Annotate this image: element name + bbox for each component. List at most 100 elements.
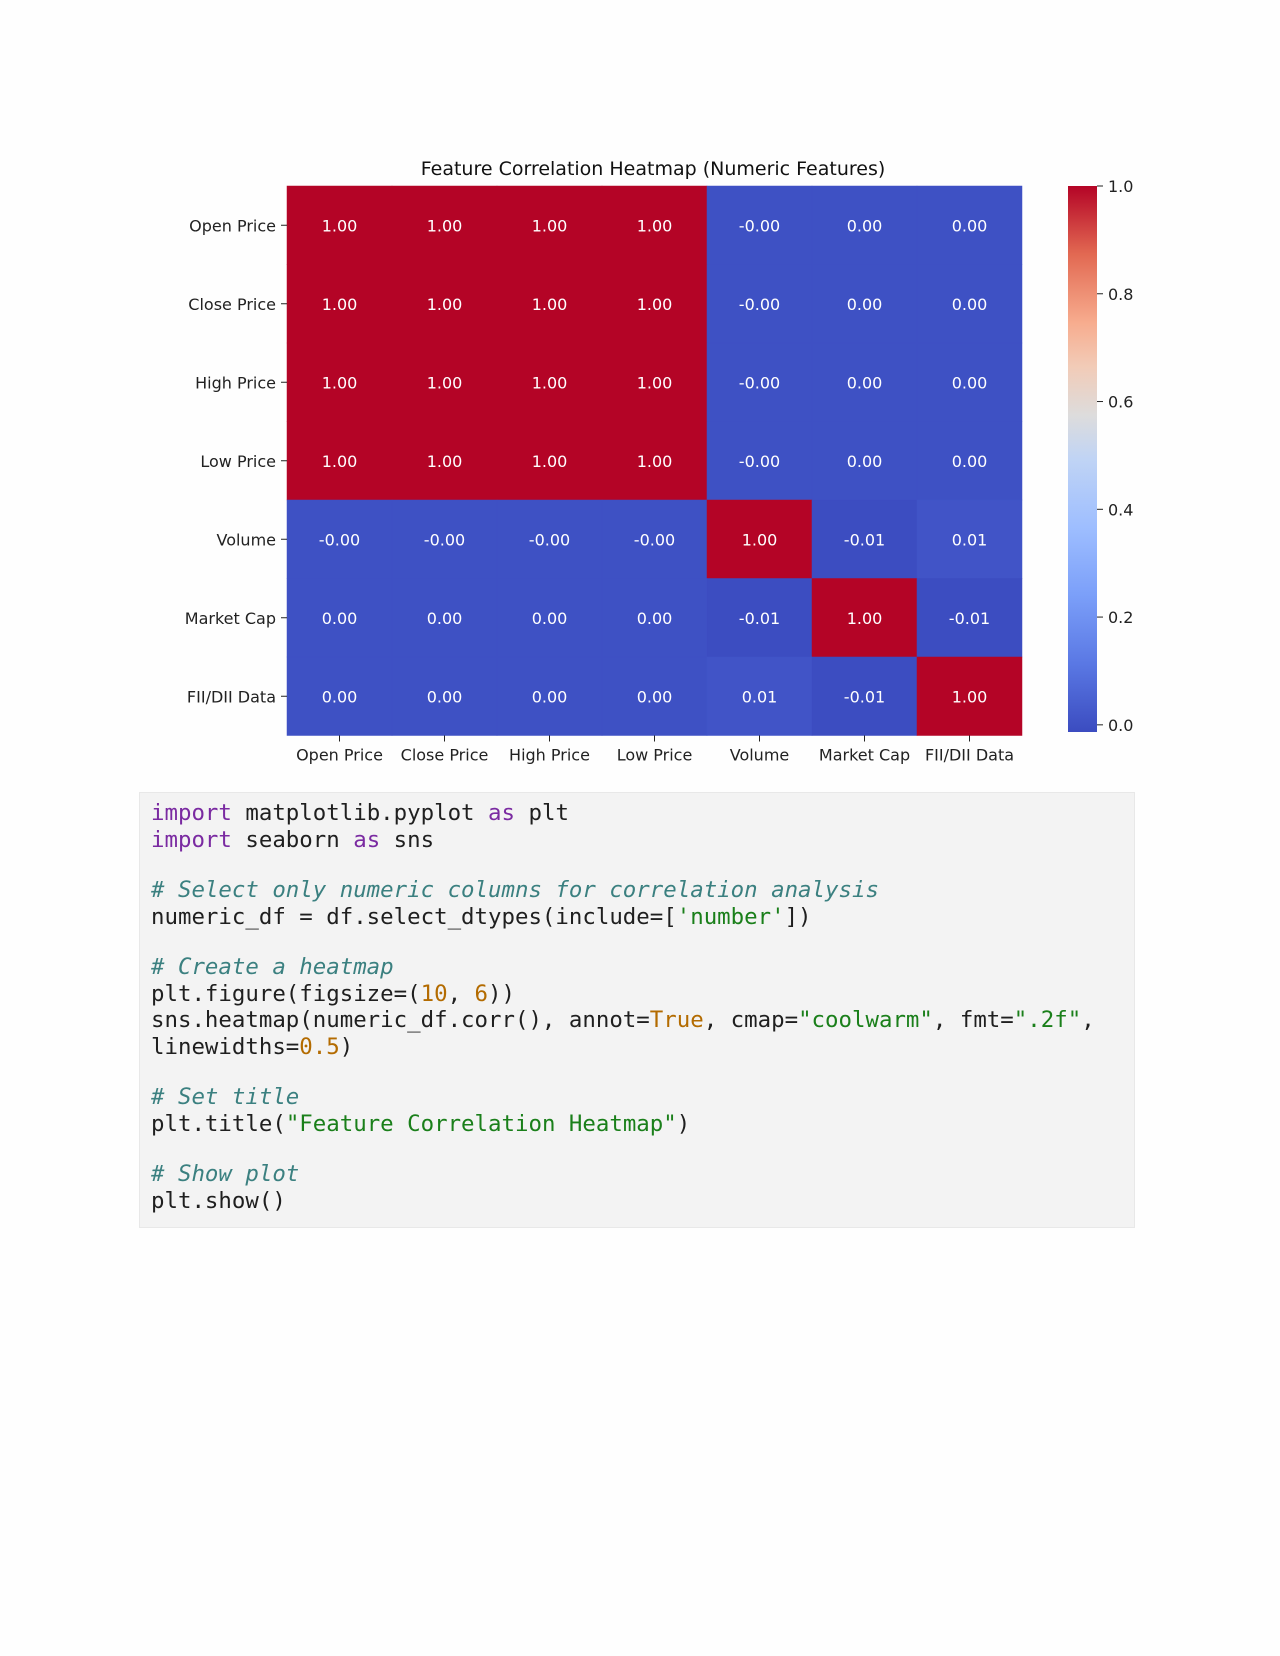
- heatmap-cell-label: 0.00: [532, 609, 568, 628]
- heatmap-cell-label: 1.00: [532, 373, 568, 392]
- code-token: sns.heatmap(numeric_df.corr(), annot=: [151, 1007, 650, 1033]
- code-token: # Select only numeric columns for correl…: [151, 877, 879, 903]
- heatmap-cell-label: -0.00: [739, 295, 780, 314]
- code-line: numeric_df = df.select_dtypes(include=['…: [151, 904, 1134, 931]
- heatmap-cell-label: 1.00: [637, 295, 673, 314]
- heatmap-cell-label: 0.00: [532, 687, 568, 706]
- code-token: ): [676, 1110, 691, 1137]
- colorbar-tick-label: 0.8: [1108, 285, 1133, 304]
- heatmap-cell: [391, 656, 498, 736]
- heatmap-cell-label: 1.00: [427, 295, 463, 314]
- x-axis-tick-label: Open Price: [296, 746, 383, 765]
- code-token: True: [649, 1007, 704, 1033]
- code-token: , fmt=: [932, 1007, 1014, 1033]
- code-token: as: [488, 800, 515, 826]
- code-token: # Create a heatmap: [151, 954, 394, 980]
- code-token: ,: [447, 980, 475, 1007]
- heatmap-cell: [811, 264, 918, 344]
- heatmap-cell: [916, 656, 1023, 736]
- heatmap-cell-label: 1.00: [427, 452, 463, 471]
- heatmap-cell: [496, 185, 603, 265]
- y-axis-tick-labels: Open Price Close Price High Price Low Price…: [185, 216, 287, 706]
- y-axis-tick-label: Low Price: [200, 452, 276, 471]
- heatmap-cell: [286, 342, 393, 422]
- heatmap-cell-label: -0.00: [319, 530, 360, 549]
- code-token: plt: [515, 800, 569, 826]
- heatmap-cell: [811, 421, 918, 501]
- heatmap-cell: [286, 578, 393, 658]
- code-token: seaborn: [231, 826, 354, 853]
- heatmap-cell: [286, 499, 393, 579]
- heatmap-cell: [706, 264, 813, 344]
- heatmap-cell-label: 1.00: [637, 373, 673, 392]
- heatmap-cell-label: -0.00: [424, 530, 465, 549]
- heatmap-cell-label: 1.00: [952, 687, 988, 706]
- y-axis-tick-label: Market Cap: [185, 609, 276, 628]
- heatmap-cell: [391, 185, 498, 265]
- heatmap-cell: [811, 185, 918, 265]
- colorbar-tick-label: 1.0: [1108, 177, 1133, 196]
- heatmap-cell-label: 0.00: [427, 609, 463, 628]
- code-token: as: [353, 826, 381, 853]
- correlation-heatmap-chart: Feature Correlation Heatmap (Numeric Fea…: [185, 158, 1134, 765]
- heatmap-cell-label: 1.00: [532, 452, 568, 471]
- code-token: 0.5: [299, 1033, 340, 1060]
- heatmap-cell-label: -0.00: [739, 216, 780, 235]
- code-token: "coolwarm": [798, 1007, 933, 1033]
- code-token: import: [151, 826, 232, 853]
- x-axis-tick-label: Low Price: [617, 746, 693, 765]
- heatmap-cell-label: 1.00: [427, 373, 463, 392]
- heatmap-cell: [601, 185, 708, 265]
- x-axis-tick-labels: Open Price Close Price High Price Low Price…: [296, 735, 1014, 765]
- heatmap-cell: [916, 264, 1023, 344]
- heatmap-cell: [496, 656, 603, 736]
- chart-title: Feature Correlation Heatmap (Numeric Fea…: [421, 158, 886, 180]
- heatmap-cell-label: 1.00: [532, 216, 568, 235]
- heatmap-cell: [601, 421, 708, 501]
- heatmap-cell: [496, 264, 603, 344]
- heatmap-cell: [286, 185, 393, 265]
- heatmap-cell-label: 0.00: [322, 687, 358, 706]
- code-token: ,: [1081, 1007, 1095, 1033]
- heatmap-cell: [811, 499, 918, 579]
- heatmap-cell-label: 1.00: [322, 373, 358, 392]
- heatmap-cell-label: 0.00: [952, 216, 988, 235]
- heatmap-cell-label: 0.00: [637, 687, 673, 706]
- heatmap-cell-label: 0.01: [952, 530, 988, 549]
- heatmap-cell-label: 0.00: [847, 452, 883, 471]
- code-token: matplotlib.pyplot: [231, 800, 489, 826]
- code-token: 'number': [676, 903, 785, 930]
- heatmap-cell-label: 0.01: [742, 687, 778, 706]
- heatmap-cells: [286, 185, 1023, 736]
- code-line: plt.figure(figsize=(10, 6)): [151, 981, 1134, 1008]
- code-line: import seaborn as sns: [151, 827, 1134, 854]
- heatmap-cell: [391, 421, 498, 501]
- heatmap-cell: [286, 656, 393, 736]
- code-token: , cmap=: [703, 1007, 799, 1033]
- code-token: import: [151, 800, 232, 826]
- heatmap-cell-label: -0.00: [739, 373, 780, 392]
- heatmap-cell-label: 0.00: [847, 216, 883, 235]
- y-axis-tick-label: Open Price: [189, 216, 276, 235]
- code-line: import matplotlib.pyplot as plt: [151, 800, 1134, 827]
- x-axis-tick-label: Market Cap: [819, 746, 910, 765]
- code-line: # Create a heatmap: [151, 954, 1134, 981]
- x-axis-tick-label: High Price: [509, 746, 590, 765]
- y-axis-tick-label: Volume: [216, 530, 276, 549]
- code-token: # Set title: [151, 1084, 300, 1110]
- heatmap-cell: [916, 185, 1023, 265]
- heatmap-cell-label: 0.00: [847, 373, 883, 392]
- heatmap-cell-label: 1.00: [427, 216, 463, 235]
- heatmap-cell-label: 0.00: [952, 373, 988, 392]
- code-line: # Show plot: [151, 1161, 1134, 1188]
- heatmap-cell-label: 0.00: [322, 609, 358, 628]
- code-token: numeric_df = df.select_dtypes(include=[: [151, 903, 677, 930]
- heatmap-cell-label: 1.00: [322, 295, 358, 314]
- heatmap-cell-label: 1.00: [637, 452, 673, 471]
- code-token: )): [488, 980, 515, 1007]
- code-token: 10: [420, 980, 448, 1007]
- heatmap-cell: [391, 342, 498, 422]
- colorbar-tick-label: 0.0: [1108, 716, 1133, 735]
- colorbar-tick-label: 0.6: [1108, 393, 1133, 412]
- heatmap-cell-label: 0.00: [847, 295, 883, 314]
